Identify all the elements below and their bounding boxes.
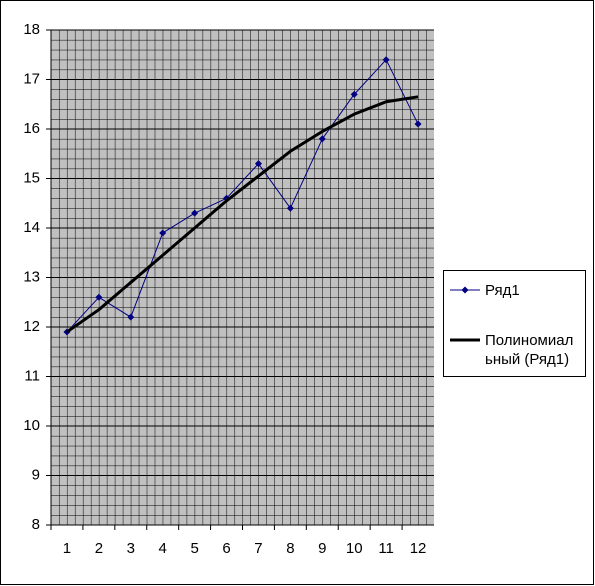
- point: [254, 160, 262, 168]
- y-tick-label: 11: [24, 367, 40, 384]
- y-tick-label: 16: [23, 120, 40, 137]
- x-tick-label: 3: [127, 540, 135, 557]
- y-tick-label: 18: [23, 21, 40, 38]
- series-line: [66, 59, 419, 333]
- legend-item: Ряд1: [450, 281, 581, 300]
- point: [286, 204, 294, 212]
- x-tick-label: 2: [95, 540, 103, 557]
- x-tick-label: 4: [159, 540, 167, 557]
- legend-label: Полиномиальный (Ряд1): [485, 332, 574, 368]
- y-tick-label: 14: [23, 219, 40, 236]
- y-tick-label: 12: [23, 318, 40, 335]
- point: [159, 229, 167, 237]
- x-tick-label: 7: [254, 540, 262, 557]
- y-tick-label: 15: [23, 169, 40, 186]
- point: [350, 90, 358, 98]
- x-tick-label: 5: [190, 540, 198, 557]
- legend-key: [450, 338, 480, 342]
- y-tick-label: 17: [23, 70, 40, 87]
- y-tick-label: 8: [32, 516, 40, 533]
- point: [191, 209, 199, 217]
- x-tick-label: 8: [286, 540, 294, 557]
- y-tick-label: 13: [23, 268, 40, 285]
- x-tick-label: 10: [346, 540, 363, 557]
- legend-label: Ряд1: [485, 282, 520, 299]
- point: [382, 56, 390, 64]
- x-tick-label: 6: [222, 540, 230, 557]
- x-tick-label: 11: [378, 540, 394, 557]
- point: [318, 135, 326, 143]
- y-tick-label: 9: [32, 466, 40, 483]
- trend-line: [66, 95, 419, 334]
- point: [95, 293, 103, 301]
- x-tick-label: 12: [410, 540, 427, 557]
- y-tick-label: 10: [23, 417, 40, 434]
- legend: Ряд1 Полиномиальный (Ряд1): [443, 270, 586, 377]
- point: [414, 120, 422, 128]
- legend-key: [450, 286, 480, 294]
- x-tick-label: 9: [318, 540, 326, 557]
- point: [127, 313, 135, 321]
- legend-item: Полиномиальный (Ряд1): [450, 331, 581, 369]
- x-tick-label: 1: [63, 540, 71, 557]
- legend-marker: [461, 286, 469, 294]
